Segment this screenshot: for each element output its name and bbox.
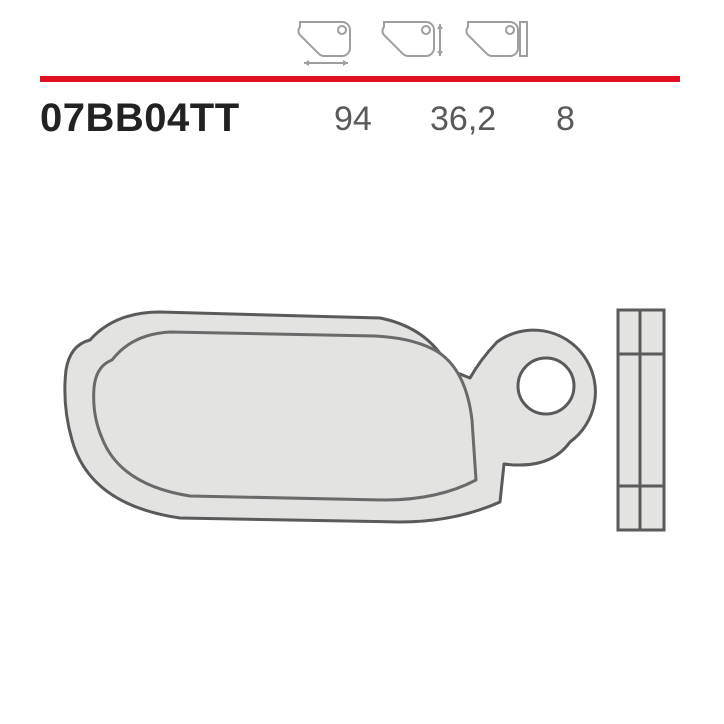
dim-thickness-icon xyxy=(458,12,530,68)
dimension-width: 94 xyxy=(334,100,372,139)
dimension-height: 36,2 xyxy=(430,100,496,139)
dimension-thickness: 8 xyxy=(556,100,575,139)
dim-width-icon xyxy=(290,12,362,68)
accent-divider xyxy=(40,76,680,82)
dimension-icons-row xyxy=(290,12,530,68)
friction-pad-outline xyxy=(94,332,476,500)
part-number-label: 07BB04TT xyxy=(40,96,240,141)
brake-pad-drawing xyxy=(30,210,690,630)
mounting-hole xyxy=(518,358,574,414)
page: 07BB04TT 94 36,2 8 xyxy=(0,0,724,724)
side-profile xyxy=(618,310,664,530)
dim-height-icon xyxy=(374,12,446,68)
